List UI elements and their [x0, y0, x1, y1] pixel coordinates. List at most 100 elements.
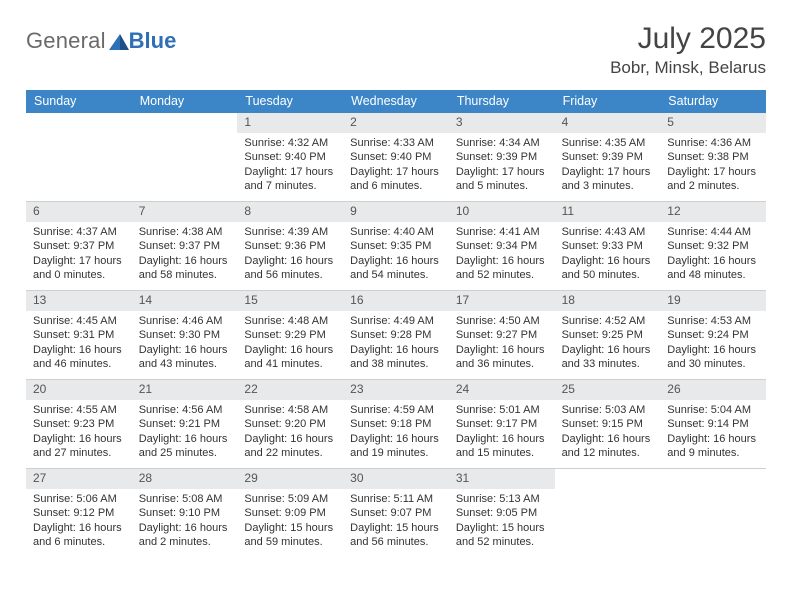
day-cell: 21Sunrise: 4:56 AMSunset: 9:21 PMDayligh… — [132, 380, 238, 468]
day-body: Sunrise: 5:11 AMSunset: 9:07 PMDaylight:… — [343, 489, 449, 556]
sunset-line: Sunset: 9:30 PM — [139, 328, 231, 343]
daylight-line: Daylight: 16 hours and 27 minutes. — [33, 432, 125, 461]
day-number: 18 — [555, 291, 661, 311]
sunset-line: Sunset: 9:17 PM — [456, 417, 548, 432]
day-cell: 10Sunrise: 4:41 AMSunset: 9:34 PMDayligh… — [449, 202, 555, 290]
day-body: Sunrise: 4:43 AMSunset: 9:33 PMDaylight:… — [555, 222, 661, 289]
day-cell: 26Sunrise: 5:04 AMSunset: 9:14 PMDayligh… — [660, 380, 766, 468]
sunset-line: Sunset: 9:10 PM — [139, 506, 231, 521]
day-number: 6 — [26, 202, 132, 222]
sunrise-line: Sunrise: 4:58 AM — [244, 403, 336, 418]
day-number: 12 — [660, 202, 766, 222]
daylight-line: Daylight: 16 hours and 33 minutes. — [562, 343, 654, 372]
dow-cell: Monday — [132, 90, 238, 113]
sunrise-line: Sunrise: 4:59 AM — [350, 403, 442, 418]
sunset-line: Sunset: 9:09 PM — [244, 506, 336, 521]
sunrise-line: Sunrise: 4:53 AM — [667, 314, 759, 329]
day-cell: 14Sunrise: 4:46 AMSunset: 9:30 PMDayligh… — [132, 291, 238, 379]
sunset-line: Sunset: 9:33 PM — [562, 239, 654, 254]
sunset-line: Sunset: 9:07 PM — [350, 506, 442, 521]
sunset-line: Sunset: 9:37 PM — [139, 239, 231, 254]
sunset-line: Sunset: 9:05 PM — [456, 506, 548, 521]
day-body: Sunrise: 5:08 AMSunset: 9:10 PMDaylight:… — [132, 489, 238, 556]
day-body: Sunrise: 5:04 AMSunset: 9:14 PMDaylight:… — [660, 400, 766, 467]
day-body: Sunrise: 4:56 AMSunset: 9:21 PMDaylight:… — [132, 400, 238, 467]
sunrise-line: Sunrise: 5:13 AM — [456, 492, 548, 507]
day-body: Sunrise: 4:38 AMSunset: 9:37 PMDaylight:… — [132, 222, 238, 289]
daylight-line: Daylight: 17 hours and 6 minutes. — [350, 165, 442, 194]
sunrise-line: Sunrise: 4:40 AM — [350, 225, 442, 240]
daylight-line: Daylight: 16 hours and 56 minutes. — [244, 254, 336, 283]
sunrise-line: Sunrise: 5:11 AM — [350, 492, 442, 507]
sunset-line: Sunset: 9:40 PM — [350, 150, 442, 165]
day-number: 11 — [555, 202, 661, 222]
day-cell: 23Sunrise: 4:59 AMSunset: 9:18 PMDayligh… — [343, 380, 449, 468]
daylight-line: Daylight: 17 hours and 2 minutes. — [667, 165, 759, 194]
sunset-line: Sunset: 9:15 PM — [562, 417, 654, 432]
day-cell: 8Sunrise: 4:39 AMSunset: 9:36 PMDaylight… — [237, 202, 343, 290]
daylight-line: Daylight: 16 hours and 41 minutes. — [244, 343, 336, 372]
sunrise-line: Sunrise: 5:04 AM — [667, 403, 759, 418]
header-row: General Blue July 2025 Bobr, Minsk, Bela… — [26, 22, 766, 78]
day-cell: 12Sunrise: 4:44 AMSunset: 9:32 PMDayligh… — [660, 202, 766, 290]
daylight-line: Daylight: 17 hours and 7 minutes. — [244, 165, 336, 194]
day-cell: .. — [26, 113, 132, 201]
sunset-line: Sunset: 9:32 PM — [667, 239, 759, 254]
sunrise-line: Sunrise: 4:36 AM — [667, 136, 759, 151]
day-cell: 30Sunrise: 5:11 AMSunset: 9:07 PMDayligh… — [343, 469, 449, 557]
day-cell: 17Sunrise: 4:50 AMSunset: 9:27 PMDayligh… — [449, 291, 555, 379]
week-row: 20Sunrise: 4:55 AMSunset: 9:23 PMDayligh… — [26, 380, 766, 469]
sunrise-line: Sunrise: 4:50 AM — [456, 314, 548, 329]
sunrise-line: Sunrise: 4:45 AM — [33, 314, 125, 329]
day-cell: 13Sunrise: 4:45 AMSunset: 9:31 PMDayligh… — [26, 291, 132, 379]
sunrise-line: Sunrise: 4:55 AM — [33, 403, 125, 418]
week-row: 6Sunrise: 4:37 AMSunset: 9:37 PMDaylight… — [26, 202, 766, 291]
day-number: 16 — [343, 291, 449, 311]
sunrise-line: Sunrise: 4:43 AM — [562, 225, 654, 240]
sunrise-line: Sunrise: 4:32 AM — [244, 136, 336, 151]
day-cell: 9Sunrise: 4:40 AMSunset: 9:35 PMDaylight… — [343, 202, 449, 290]
sunset-line: Sunset: 9:38 PM — [667, 150, 759, 165]
day-cell: 16Sunrise: 4:49 AMSunset: 9:28 PMDayligh… — [343, 291, 449, 379]
day-body: Sunrise: 4:45 AMSunset: 9:31 PMDaylight:… — [26, 311, 132, 378]
daylight-line: Daylight: 16 hours and 9 minutes. — [667, 432, 759, 461]
sunset-line: Sunset: 9:34 PM — [456, 239, 548, 254]
dow-cell: Thursday — [449, 90, 555, 113]
dow-cell: Friday — [555, 90, 661, 113]
day-of-week-header: SundayMondayTuesdayWednesdayThursdayFrid… — [26, 90, 766, 113]
day-cell: .. — [555, 469, 661, 557]
daylight-line: Daylight: 16 hours and 58 minutes. — [139, 254, 231, 283]
daylight-line: Daylight: 17 hours and 0 minutes. — [33, 254, 125, 283]
day-body: Sunrise: 4:33 AMSunset: 9:40 PMDaylight:… — [343, 133, 449, 200]
daylight-line: Daylight: 16 hours and 46 minutes. — [33, 343, 125, 372]
day-body: Sunrise: 4:46 AMSunset: 9:30 PMDaylight:… — [132, 311, 238, 378]
daylight-line: Daylight: 16 hours and 30 minutes. — [667, 343, 759, 372]
logo-triangle-icon — [109, 32, 129, 50]
day-cell: 19Sunrise: 4:53 AMSunset: 9:24 PMDayligh… — [660, 291, 766, 379]
day-cell: 28Sunrise: 5:08 AMSunset: 9:10 PMDayligh… — [132, 469, 238, 557]
day-cell: 7Sunrise: 4:38 AMSunset: 9:37 PMDaylight… — [132, 202, 238, 290]
day-cell: 22Sunrise: 4:58 AMSunset: 9:20 PMDayligh… — [237, 380, 343, 468]
day-number: 5 — [660, 113, 766, 133]
day-body: Sunrise: 4:39 AMSunset: 9:36 PMDaylight:… — [237, 222, 343, 289]
day-cell: 24Sunrise: 5:01 AMSunset: 9:17 PMDayligh… — [449, 380, 555, 468]
title-block: July 2025 Bobr, Minsk, Belarus — [610, 22, 766, 78]
day-body: Sunrise: 4:37 AMSunset: 9:37 PMDaylight:… — [26, 222, 132, 289]
day-number: 13 — [26, 291, 132, 311]
sunset-line: Sunset: 9:29 PM — [244, 328, 336, 343]
day-cell: .. — [660, 469, 766, 557]
day-body: Sunrise: 4:59 AMSunset: 9:18 PMDaylight:… — [343, 400, 449, 467]
daylight-line: Daylight: 16 hours and 48 minutes. — [667, 254, 759, 283]
day-number: 9 — [343, 202, 449, 222]
day-cell: 3Sunrise: 4:34 AMSunset: 9:39 PMDaylight… — [449, 113, 555, 201]
day-cell: 25Sunrise: 5:03 AMSunset: 9:15 PMDayligh… — [555, 380, 661, 468]
week-row: 27Sunrise: 5:06 AMSunset: 9:12 PMDayligh… — [26, 469, 766, 557]
day-body: Sunrise: 4:41 AMSunset: 9:34 PMDaylight:… — [449, 222, 555, 289]
daylight-line: Daylight: 16 hours and 19 minutes. — [350, 432, 442, 461]
daylight-line: Daylight: 17 hours and 3 minutes. — [562, 165, 654, 194]
day-number: 28 — [132, 469, 238, 489]
day-number: 27 — [26, 469, 132, 489]
day-body: Sunrise: 4:53 AMSunset: 9:24 PMDaylight:… — [660, 311, 766, 378]
sunrise-line: Sunrise: 4:48 AM — [244, 314, 336, 329]
day-number: 30 — [343, 469, 449, 489]
